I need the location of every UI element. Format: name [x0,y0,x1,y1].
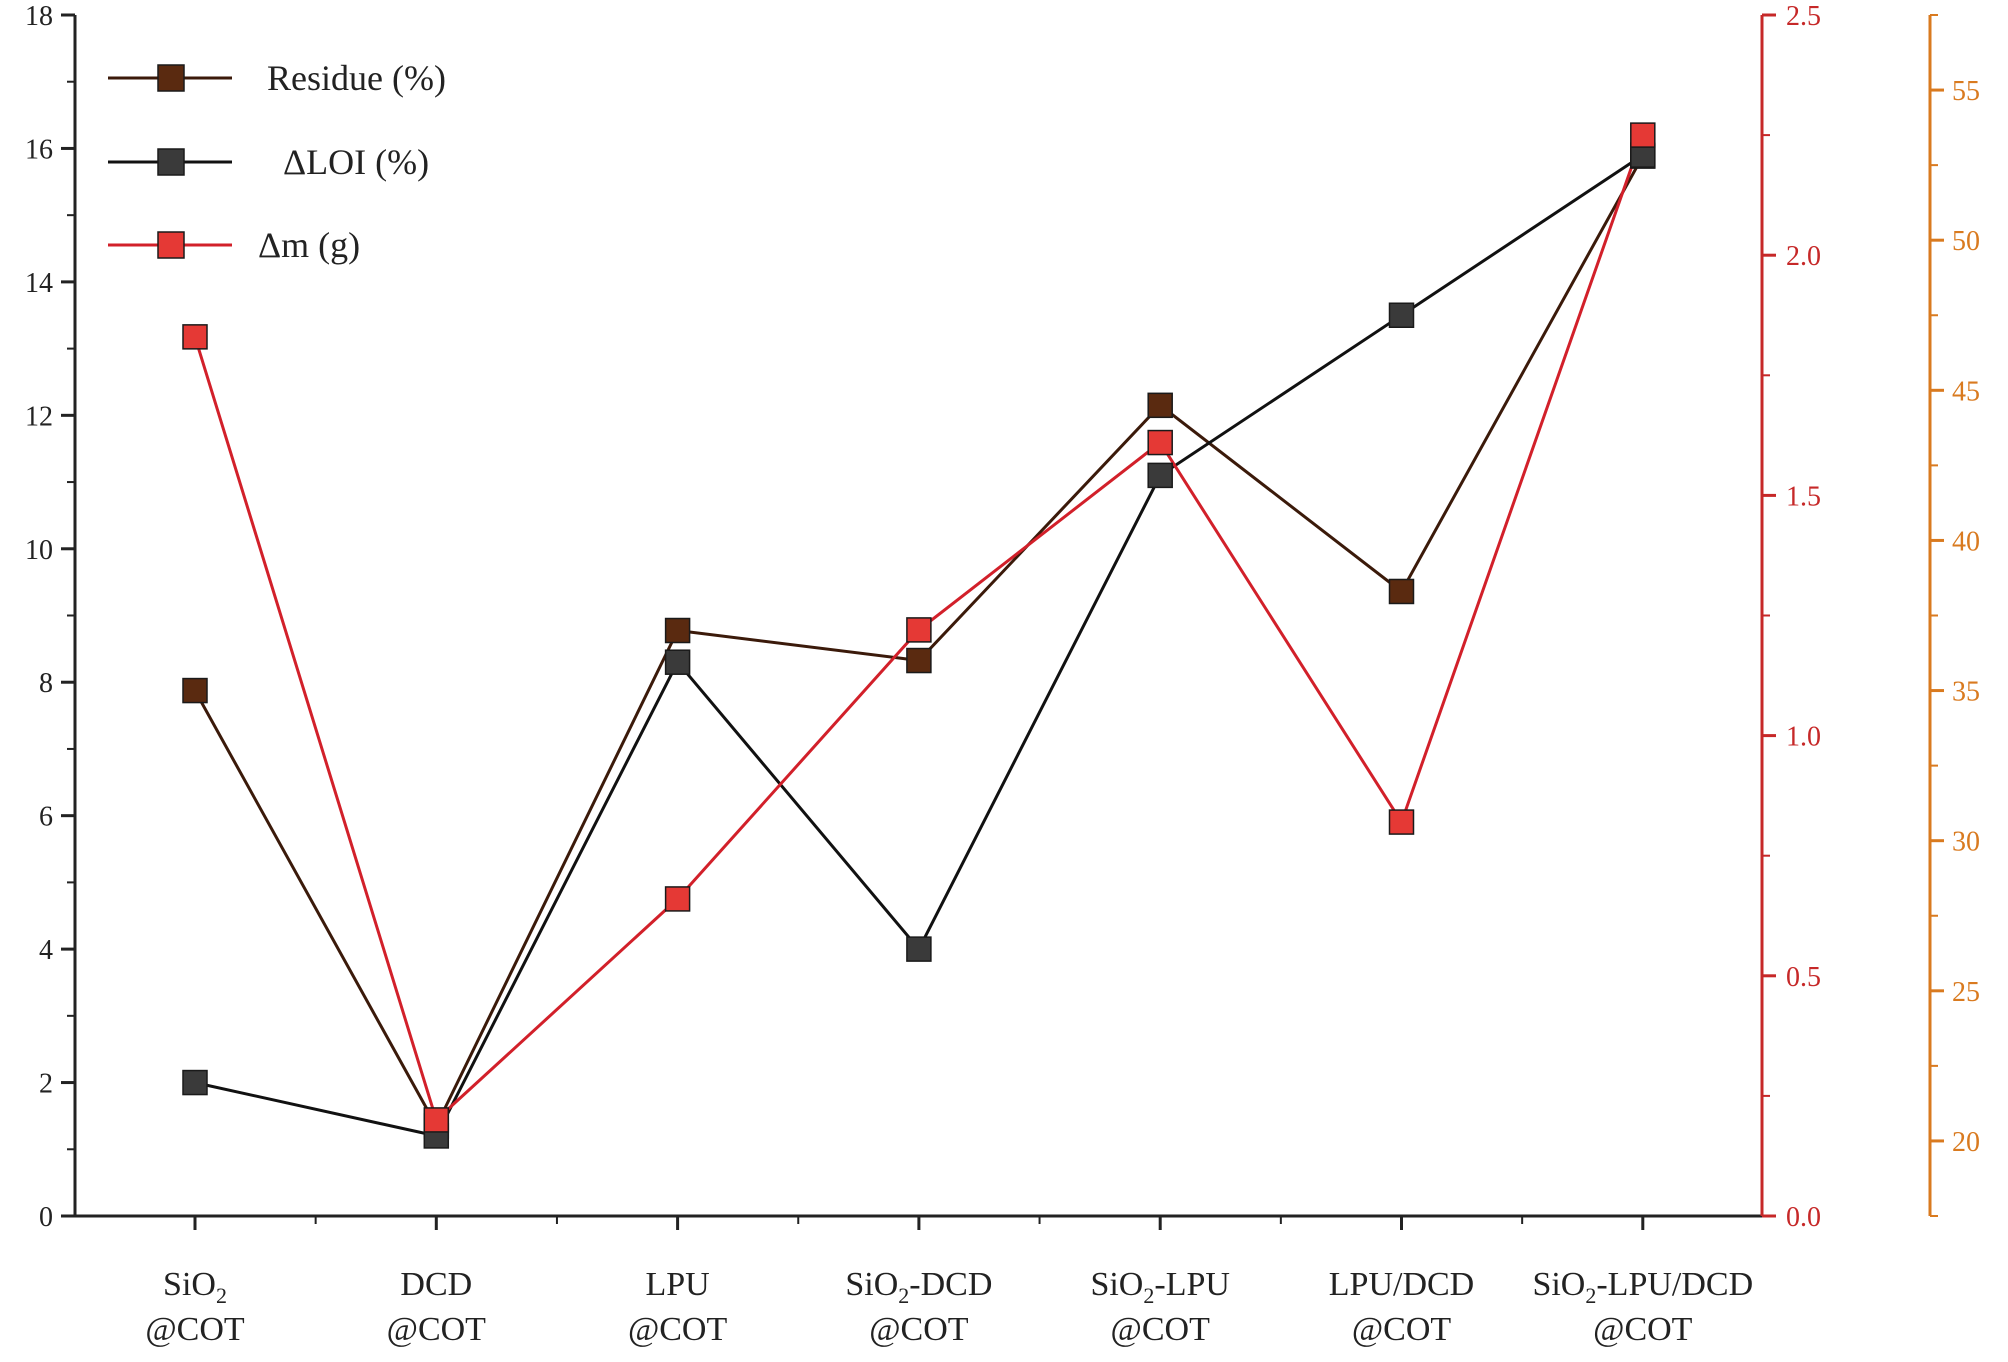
data-point-series-1 [664,649,691,675]
right-axis-residue-tick-label: 45 [1952,376,1980,407]
legend-label: Δm (g) [258,225,360,265]
right-axis-dm-tick-label: 2.0 [1786,241,1821,272]
data-point-series-0 [906,647,932,674]
left-axis-tick-label: 10 [25,535,53,566]
x-tick-label-main: SiO [845,1266,898,1303]
right-axis-residue-tick-label: 20 [1952,1127,1980,1158]
x-tick-label-main: LPU/DCD [1329,1266,1474,1303]
x-tick-label-line1: SiO2-LPU/DCD [1532,1266,1753,1308]
x-tick-label-line1: SiO2-LPU [1090,1266,1229,1308]
data-point-series-1 [1388,302,1415,328]
x-tick-label-line1: SiO2 [163,1266,227,1308]
x-tick-label-line2: @COT [1352,1311,1452,1348]
data-point-series-0 [182,677,208,704]
x-tick-label-main: LPU [645,1266,709,1303]
left-axis-tick-label: 16 [25,134,53,165]
legend-marker [157,231,185,259]
data-point-series-2 [1147,429,1173,456]
left-axis-tick-label: 12 [25,401,53,432]
left-axis-tick-label: 6 [39,802,53,833]
right-axis-dm-tick-label: 2.5 [1786,1,1821,32]
legend-label: Residue (%) [267,58,446,98]
x-tick-label-line2: @COT [1111,1311,1211,1348]
right-axis-residue-tick-label: 30 [1952,827,1980,858]
x-tick-label-subscript: 2 [1143,1283,1154,1308]
x-tick-label-line1: DCD [400,1266,472,1303]
right-axis-residue-tick-label: 55 [1952,76,1980,107]
data-point-series-0 [1147,392,1173,419]
right-axis-residue-tick-label: 50 [1952,226,1980,257]
x-tick-label-tail: -DCD [909,1266,992,1303]
x-tick-label-line2: @COT [628,1311,728,1348]
right-axis-dm-tick-label: 0.5 [1786,962,1821,993]
x-tick-label-line2: @COT [1593,1311,1693,1348]
x-tick-label-main: DCD [400,1266,472,1303]
left-axis-tick-label: 8 [39,668,53,699]
x-tick-label-tail: -LPU/DCD [1596,1266,1753,1303]
data-point-series-2 [906,617,932,643]
data-point-series-2 [1630,122,1656,148]
data-point-series-1 [906,936,932,962]
x-tick-label-subscript: 2 [898,1283,909,1308]
data-point-series-2 [182,324,208,350]
right-axis-dm-tick-label: 1.0 [1786,722,1821,753]
legend-marker [157,64,185,92]
right-axis-dm-tick-label: 0.0 [1786,1202,1821,1233]
x-tick-label-subscript: 2 [1585,1283,1596,1308]
x-tick-label-line2: @COT [387,1311,487,1348]
x-tick-label-main: SiO [1090,1266,1143,1303]
x-tick-label-subscript: 2 [216,1283,227,1308]
legend-label: ΔLOI (%) [283,142,429,182]
data-point-series-2 [1388,809,1415,835]
data-point-series-2 [423,1107,450,1133]
right-axis-residue-tick-label: 25 [1952,977,1980,1008]
x-tick-label-main: SiO [163,1266,216,1303]
x-tick-label-line1: LPU [645,1266,709,1303]
right-axis-residue-tick-label: 40 [1952,526,1980,557]
x-tick-label-line1: LPU/DCD [1329,1266,1474,1303]
data-point-series-1 [1147,462,1173,489]
x-tick-label-main: SiO [1532,1266,1585,1303]
x-tick-label-line2: @COT [145,1311,245,1348]
data-point-series-2 [664,886,691,912]
x-tick-label-tail: -LPU [1154,1266,1230,1303]
data-point-series-1 [182,1069,208,1096]
data-point-series-0 [664,617,691,644]
left-axis-tick-label: 14 [25,268,53,299]
right-axis-dm-tick-label: 1.5 [1786,481,1821,512]
left-axis-tick-label: 0 [39,1202,53,1233]
x-tick-label-line2: @COT [869,1311,969,1348]
x-tick-label-line1: SiO2-DCD [845,1266,992,1308]
left-axis-tick-label: 18 [25,1,53,32]
data-point-series-0 [1388,578,1415,605]
legend-marker [157,148,185,176]
right-axis-residue-tick-label: 35 [1952,677,1980,708]
left-axis-tick-label: 4 [39,935,53,966]
left-axis-tick-label: 2 [39,1069,53,1100]
